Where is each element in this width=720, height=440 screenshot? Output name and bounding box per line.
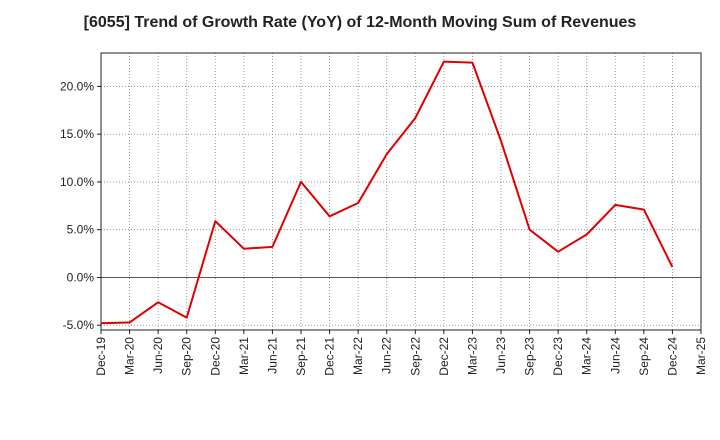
x-tick-label: Mar-23 xyxy=(465,337,479,375)
x-tick-label: Dec-23 xyxy=(551,337,565,376)
x-tick-label: Dec-22 xyxy=(437,337,451,376)
x-tick-label: Dec-24 xyxy=(665,337,679,376)
x-tick-label: Dec-19 xyxy=(94,337,108,376)
x-tick-label: Mar-25 xyxy=(694,337,708,375)
y-axis: -5.0% 0.0% 5.0% 10.0% 15.0% 20.0% xyxy=(60,79,101,332)
x-tick-label: Jun-21 xyxy=(265,337,279,374)
x-tick-label: Sep-23 xyxy=(523,337,537,376)
x-tick-label: Jun-20 xyxy=(151,337,165,374)
y-tick-label: 5.0% xyxy=(67,223,95,237)
y-tick-label: 10.0% xyxy=(60,175,94,189)
x-tick-label: Jun-24 xyxy=(608,337,622,374)
plot-frame xyxy=(100,52,702,331)
chart-title: [6055] Trend of Growth Rate (YoY) of 12-… xyxy=(83,14,637,31)
x-tick-label: Sep-20 xyxy=(180,337,194,376)
x-tick-label: Jun-22 xyxy=(380,337,394,374)
x-tick-label: Sep-21 xyxy=(294,337,308,376)
x-axis: Dec-19 Mar-20 Jun-20 Sep-20 Dec-20 Mar-21 Jun-… xyxy=(94,330,708,376)
x-tick-label: Mar-24 xyxy=(580,337,594,375)
x-tick-label: Jun-23 xyxy=(494,337,508,374)
y-tick-label: 15.0% xyxy=(60,127,94,141)
x-tick-label: Dec-20 xyxy=(208,337,222,376)
x-tick-label: Mar-22 xyxy=(351,337,365,375)
x-tick-label: Dec-21 xyxy=(323,337,337,376)
plot-area xyxy=(101,53,701,330)
x-tick-label: Mar-21 xyxy=(237,337,251,375)
y-tick-label: 20.0% xyxy=(60,79,94,93)
x-tick-label: Mar-20 xyxy=(123,337,137,375)
y-tick-label: -5.0% xyxy=(63,318,95,332)
series-group xyxy=(100,60,674,325)
y-tick-label: 0.0% xyxy=(67,270,95,284)
x-tick-label: Sep-24 xyxy=(637,337,651,376)
x-tick-label: Sep-22 xyxy=(408,337,422,376)
